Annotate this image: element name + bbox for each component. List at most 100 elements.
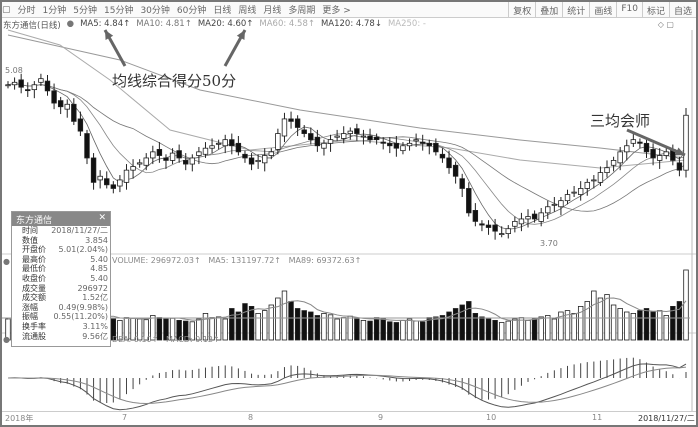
period-tab[interactable]: 30分钟 [140,6,170,16]
tooltip-value: 4.85 [90,264,108,274]
candle-down [367,135,373,141]
volume-bar [380,318,386,341]
volume-bar [387,321,393,341]
tooltip-key: 数值 [22,235,38,245]
volume-bar [459,304,465,341]
arrow-to-convergence-head [675,147,685,156]
candle-up [400,145,406,152]
candle-up [31,84,38,91]
volume-bar [518,317,525,341]
candle-up [196,151,202,156]
x-label: 8 [248,413,254,422]
volume-bar [268,304,275,341]
volume-bar [604,294,610,341]
candle-up [97,175,103,181]
ma250-value: MA250: - [387,19,426,29]
volume-bar [347,315,353,341]
volume-bar [624,311,630,341]
tooltip-value: 2018/11/27/二 [51,226,108,235]
ma120-value: MA120: 4.78↓ [320,19,382,29]
candle-up [406,142,413,147]
tooltip-value: 0.49(9.98%) [58,302,108,312]
tooltip-key: 开盘价 [22,245,46,255]
candle-up [558,200,564,208]
volume-bar [341,317,347,341]
candle-up [334,135,340,138]
candle-down [288,118,294,122]
period-tab[interactable]: 1分钟 [42,6,67,16]
candle-down [676,162,683,171]
annotation-ma-converge: 三均会师 [590,112,651,130]
volume-bar [308,311,314,341]
tooltip-value: 1.52亿 [82,293,108,303]
candle-up [268,151,275,156]
volume-bar [215,316,222,341]
candle-up [564,194,571,202]
period-tab[interactable]: 月线 [263,6,282,16]
settings-icon[interactable]: ● [66,19,75,29]
candle-up [584,181,590,189]
ma20-line [7,83,687,212]
tooltip-value: 0.55(11.20%) [53,312,108,322]
candle-up [577,188,584,195]
candle-up [518,218,525,225]
candle-down [439,153,446,159]
candle-down [472,210,479,222]
candle-down [637,141,643,144]
volume-bar [558,311,564,341]
volume-bar [400,319,406,341]
macd-settings-icon[interactable]: ● [3,335,10,344]
period-tab[interactable]: 多周期 [288,6,316,16]
volume-bar [255,312,261,341]
volume-bar [538,316,544,341]
candle-down [51,90,57,104]
ma60-line [7,29,687,169]
volume-bar [433,316,439,341]
volume-bar [229,308,235,341]
volume-bar [281,290,288,341]
candle-down [110,184,117,189]
stats-button[interactable]: 统计 [562,2,589,18]
restore-rights-button[interactable]: 复权 [508,2,535,18]
volume-bar [189,321,196,341]
watchlist-button[interactable]: 自选 [668,2,696,18]
candle-down [229,139,235,147]
candle-down [531,213,538,220]
macd-value: MACD: 0.12↑ [165,335,220,344]
candle-down [294,118,301,128]
volume-bar [196,318,202,341]
period-tab[interactable]: 日线 [213,6,232,16]
layout-icon[interactable]: ▢ [2,4,11,15]
mark-button[interactable]: 标记 [641,2,669,18]
close-icon[interactable]: ✕ [98,213,106,223]
candle-up [571,191,577,194]
period-tab[interactable]: 60分钟 [176,6,207,16]
volume-bar [222,318,228,341]
volume-bar [637,310,643,341]
period-tab[interactable]: 周线 [238,6,257,16]
volume-bar [117,319,123,341]
overlay-button[interactable]: 叠加 [535,2,562,18]
period-tab[interactable]: 分时 [17,6,36,16]
candle-down [242,153,248,159]
x-label: 10 [486,413,497,422]
candle-down [426,142,432,147]
candle-up [630,139,637,144]
candle-down [419,141,426,144]
period-tab[interactable]: 5分钟 [73,6,97,16]
volume-bar [242,303,248,341]
ma5-value: MA5: 4.84↑ [80,19,131,29]
candle-down [77,118,84,132]
chart-window-icon[interactable]: ◇ ▢ [657,20,674,29]
candle-up [663,151,669,156]
candle-down [650,149,656,159]
volume-bar [163,318,169,341]
period-tab[interactable]: 15分钟 [104,6,134,16]
more-tab[interactable]: 更多 > [322,6,351,16]
candle-up [624,145,630,153]
f10-button[interactable]: F10 [616,2,642,18]
draw-button[interactable]: 画线 [589,2,616,18]
candle-up [591,179,597,182]
volume-bar [545,315,551,341]
volume-settings-icon[interactable]: ● [3,257,10,266]
